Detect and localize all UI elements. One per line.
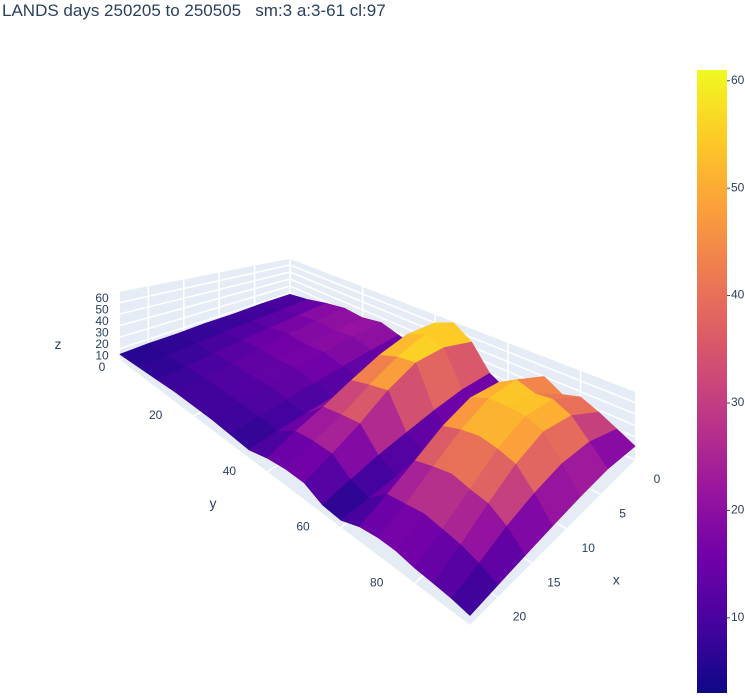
z-tick-label: 30 bbox=[95, 326, 109, 340]
grid-line bbox=[119, 257, 291, 292]
y-tick-label: 40 bbox=[223, 464, 237, 478]
y-tick-label: 80 bbox=[370, 575, 384, 589]
z-tick-label: 60 bbox=[95, 291, 109, 305]
grid-line bbox=[119, 285, 291, 338]
y-tick-label: 60 bbox=[296, 520, 310, 534]
surface-patch bbox=[451, 563, 498, 616]
colorbar-tick-label: 30 bbox=[731, 395, 745, 409]
colorbar-tick-label: 20 bbox=[731, 503, 745, 517]
z-tick-label: 10 bbox=[95, 349, 109, 363]
z-tick-label: 20 bbox=[95, 337, 109, 351]
z-axis-title: z bbox=[55, 336, 62, 352]
colorbar-tick-label: 40 bbox=[731, 288, 745, 302]
z-tick-label: 40 bbox=[95, 314, 109, 328]
grid-line bbox=[119, 271, 291, 315]
grid-line bbox=[119, 264, 291, 304]
colorbar-tick-label: 60 bbox=[731, 73, 745, 87]
grid-line bbox=[119, 292, 291, 350]
y-tick-label: 20 bbox=[149, 408, 163, 422]
x-tick-label: 0 bbox=[654, 472, 661, 486]
y-axis-title: y bbox=[210, 495, 217, 511]
x-tick-label: 15 bbox=[547, 575, 561, 589]
grid-line bbox=[289, 257, 636, 392]
colorbar-tick-label: 10 bbox=[731, 610, 745, 624]
x-axis-title: x bbox=[613, 571, 620, 587]
grid-line bbox=[119, 278, 291, 327]
z-tick-label: 50 bbox=[95, 303, 109, 317]
x-tick-label: 5 bbox=[619, 507, 626, 521]
chart-title: LANDS days 250205 to 250505 sm:3 a:3-61 … bbox=[2, 1, 386, 20]
x-tick-label: 20 bbox=[513, 610, 527, 624]
colorbar: 10 20 30 40 50 60 bbox=[697, 70, 745, 693]
surface bbox=[119, 293, 636, 616]
colorbar-scale bbox=[697, 70, 727, 693]
colorbar-tick-label: 50 bbox=[731, 180, 745, 194]
x-tick-label: 10 bbox=[582, 541, 596, 555]
z-tick-label: 0 bbox=[99, 360, 106, 374]
